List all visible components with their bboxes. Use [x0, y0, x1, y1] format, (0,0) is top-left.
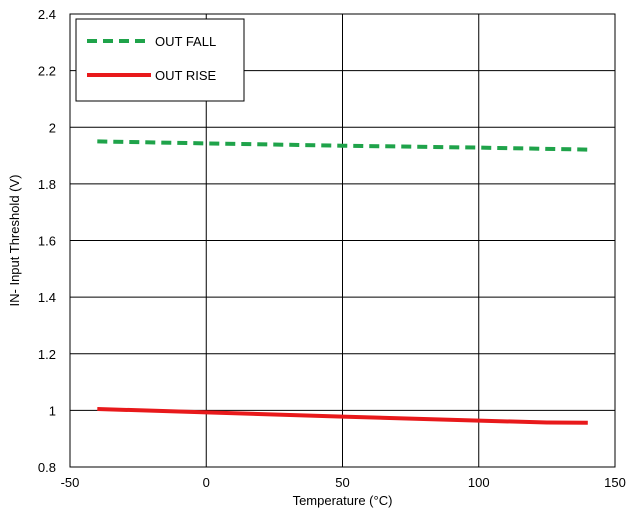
legend: OUT FALL OUT RISE — [75, 18, 245, 102]
x-tick-label: 0 — [203, 475, 210, 490]
y-axis-label: IN- Input Threshold (V) — [7, 175, 22, 307]
x-tick-label: 150 — [604, 475, 626, 490]
y-tick-label: 1 — [49, 403, 56, 418]
y-tick-label: 0.8 — [38, 460, 56, 475]
legend-box — [75, 18, 245, 102]
legend-label-2: OUT RISE — [155, 68, 216, 83]
y-tick-label: 2.4 — [38, 7, 56, 22]
x-tick-label: 50 — [335, 475, 349, 490]
series-lines — [97, 139, 588, 425]
y-tick-label: 1.4 — [38, 290, 56, 305]
x-tick-label: -50 — [61, 475, 80, 490]
series-line-1 — [97, 139, 588, 152]
plot-area-frame — [69, 13, 616, 468]
legend-label-1: OUT FALL — [155, 34, 216, 49]
x-axis-label: Temperature (°C) — [293, 493, 393, 508]
y-axis-ticks: 0.8 1 1.2 1.4 1.6 1.8 2 2.2 2.4 — [38, 7, 56, 475]
series-line-2 — [97, 407, 588, 425]
y-tick-label: 2 — [49, 120, 56, 135]
y-tick-label: 1.6 — [38, 234, 56, 249]
y-tick-label: 2.2 — [38, 64, 56, 79]
y-tick-label: 1.8 — [38, 177, 56, 192]
x-axis-ticks: -50 0 50 100 150 — [61, 475, 626, 490]
y-tick-label: 1.2 — [38, 347, 56, 362]
x-tick-label: 100 — [468, 475, 490, 490]
